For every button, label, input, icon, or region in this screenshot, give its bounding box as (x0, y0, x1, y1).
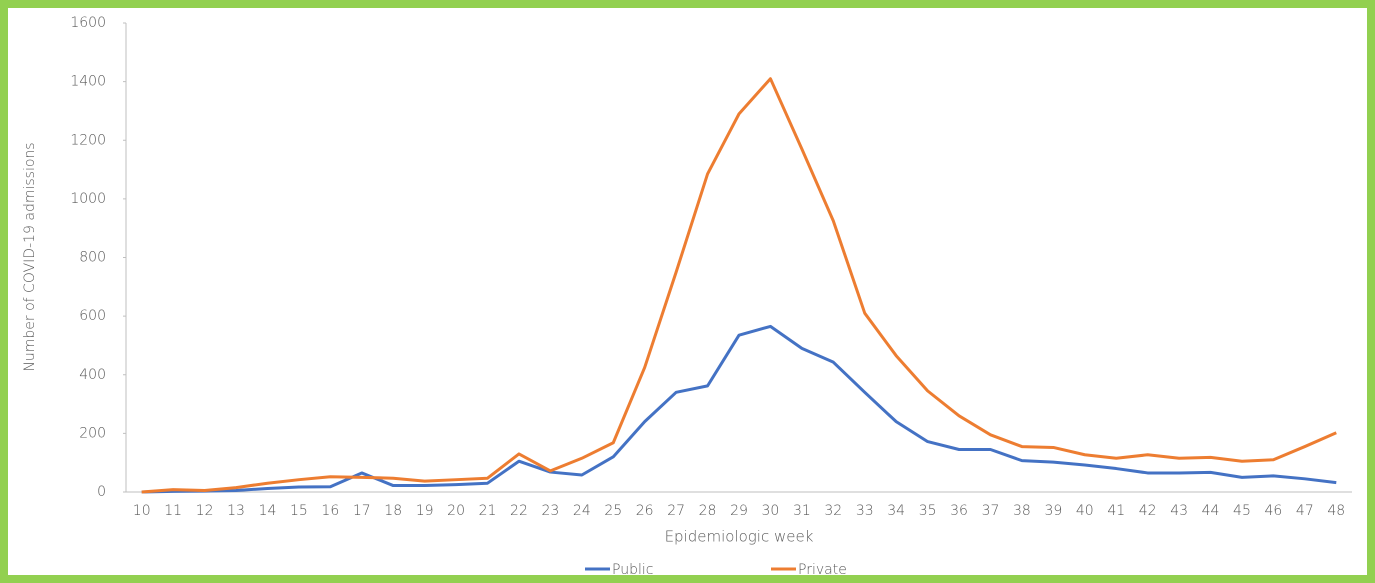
x-tick-label: 31 (793, 503, 811, 519)
x-tick-label: 17 (353, 503, 371, 519)
x-tick-label: 23 (541, 503, 559, 519)
y-tick-label: 1000 (70, 191, 106, 207)
y-tick-label: 1600 (70, 15, 106, 31)
x-tick-label: 12 (196, 503, 214, 519)
x-tick-label: 13 (227, 503, 245, 519)
x-axis-label: Epidemiologic week (665, 528, 814, 546)
legend-label: Private (798, 562, 847, 578)
x-tick-label: 22 (510, 503, 528, 519)
x-tick-label: 42 (1139, 503, 1157, 519)
x-tick-label: 46 (1264, 503, 1282, 519)
y-tick-label: 600 (79, 308, 106, 324)
x-tick-label: 21 (479, 503, 497, 519)
x-tick-label: 16 (321, 503, 339, 519)
x-tick-label: 24 (573, 503, 591, 519)
y-tick-label: 800 (79, 250, 106, 266)
y-tick-label: 200 (79, 425, 106, 441)
x-tick-label: 45 (1233, 503, 1251, 519)
x-tick-label: 18 (384, 503, 402, 519)
x-tick-label: 33 (856, 503, 874, 519)
x-tick-label: 43 (1170, 503, 1188, 519)
x-tick-label: 27 (667, 503, 685, 519)
y-tick-label: 1200 (70, 132, 106, 148)
x-tick-label: 40 (1076, 503, 1094, 519)
series-line (141, 77, 1337, 494)
x-tick-label: 30 (762, 503, 780, 519)
x-tick-label: 44 (1202, 503, 1220, 519)
x-tick-label: 11 (164, 503, 182, 519)
x-tick-label: 20 (447, 503, 465, 519)
x-tick-label: 32 (824, 503, 842, 519)
x-tick-label: 38 (1013, 503, 1031, 519)
x-tick-label: 39 (1044, 503, 1062, 519)
x-tick-label: 41 (1107, 503, 1125, 519)
legend-label: Public (612, 562, 653, 578)
y-axis-label: Number of COVID-19 admissions (22, 142, 38, 371)
y-tick-label: 400 (79, 367, 106, 383)
x-tick-label: 36 (950, 503, 968, 519)
y-tick-label: 0 (97, 484, 106, 500)
x-tick-label: 19 (416, 503, 434, 519)
x-tick-label: 34 (887, 503, 905, 519)
x-tick-label: 48 (1327, 503, 1345, 519)
series-line (141, 324, 1337, 494)
x-tick-label: 37 (982, 503, 1000, 519)
x-tick-label: 28 (699, 503, 717, 519)
x-tick-label: 10 (133, 503, 151, 519)
x-tick-label: 25 (604, 503, 622, 519)
x-tick-label: 15 (290, 503, 308, 519)
x-tick-label: 35 (919, 503, 937, 519)
x-tick-label: 29 (730, 503, 748, 519)
x-tick-label: 47 (1296, 503, 1314, 519)
y-tick-label: 1400 (70, 74, 106, 90)
x-tick-label: 26 (636, 503, 654, 519)
x-tick-label: 14 (259, 503, 277, 519)
